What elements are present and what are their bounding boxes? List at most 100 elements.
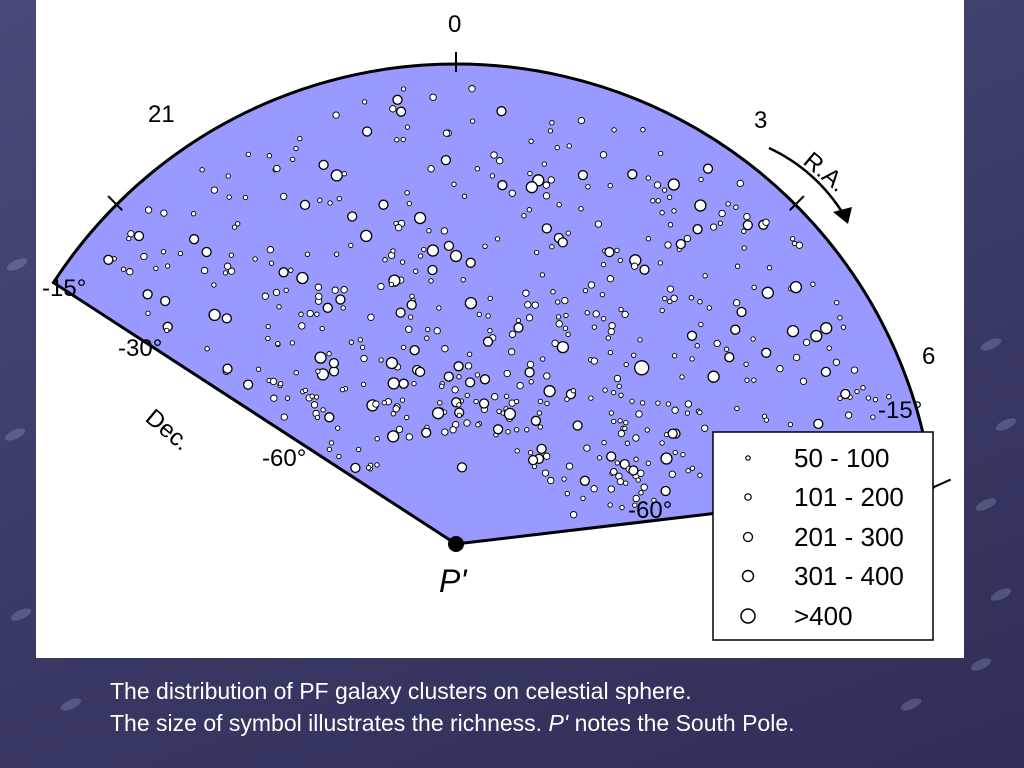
ra-tick bbox=[107, 195, 123, 211]
cluster-point bbox=[485, 313, 491, 319]
cluster-point bbox=[588, 395, 594, 401]
cluster-point bbox=[547, 128, 554, 134]
cluster-point bbox=[618, 392, 624, 398]
cluster-point bbox=[433, 327, 441, 335]
cluster-point bbox=[607, 485, 615, 493]
cluster-point bbox=[409, 293, 415, 299]
cluster-point bbox=[395, 106, 407, 117]
cluster-point bbox=[451, 181, 457, 187]
cluster-point bbox=[270, 394, 278, 402]
cluster-point bbox=[514, 448, 520, 454]
cluster-point bbox=[426, 244, 440, 257]
cluster-point bbox=[645, 175, 651, 181]
cluster-point bbox=[407, 314, 414, 320]
cluster-point bbox=[525, 314, 534, 322]
cluster-point bbox=[377, 282, 385, 291]
cluster-point bbox=[453, 361, 464, 372]
cluster-point bbox=[328, 440, 335, 446]
cluster-point bbox=[540, 356, 546, 362]
cluster-point bbox=[610, 468, 618, 476]
legend-label-5: >400 bbox=[794, 601, 853, 631]
cluster-point bbox=[578, 206, 584, 212]
cluster-point bbox=[331, 286, 339, 294]
cluster-point bbox=[617, 418, 623, 424]
cluster-point bbox=[698, 321, 704, 328]
cluster-point bbox=[293, 145, 299, 152]
cluster-point bbox=[330, 169, 343, 182]
cluster-point bbox=[464, 377, 476, 388]
legend-marker-4 bbox=[741, 569, 755, 583]
cluster-point bbox=[474, 166, 480, 172]
cluster-point bbox=[627, 169, 638, 180]
cluster-point bbox=[640, 483, 648, 491]
cluster-point bbox=[153, 265, 159, 272]
ra-tick bbox=[789, 195, 805, 211]
cluster-point bbox=[684, 410, 691, 416]
cluster-point bbox=[590, 357, 598, 365]
cluster-point bbox=[348, 339, 355, 345]
cluster-point bbox=[426, 228, 432, 234]
cluster-point bbox=[496, 157, 504, 165]
cluster-point bbox=[542, 181, 550, 189]
cluster-point bbox=[637, 337, 643, 343]
cluster-point bbox=[302, 387, 309, 394]
cluster-point bbox=[431, 407, 445, 420]
south-pole-marker bbox=[448, 536, 464, 552]
cluster-point bbox=[826, 345, 832, 351]
cluster-point bbox=[564, 396, 570, 402]
cluster-point bbox=[556, 202, 562, 208]
cluster-point bbox=[347, 211, 358, 222]
cluster-point bbox=[374, 436, 380, 442]
cluster-point bbox=[340, 305, 346, 311]
cluster-point bbox=[631, 352, 637, 358]
cluster-point bbox=[177, 250, 184, 257]
cluster-point bbox=[608, 322, 616, 330]
cluster-point bbox=[640, 127, 646, 133]
cluster-point bbox=[482, 336, 494, 347]
cluster-point bbox=[389, 105, 397, 113]
cluster-point bbox=[390, 411, 396, 417]
cluster-point bbox=[555, 299, 561, 305]
cluster-point bbox=[427, 264, 438, 276]
cluster-point bbox=[742, 219, 753, 231]
cluster-point bbox=[437, 400, 443, 406]
cluster-point bbox=[440, 227, 449, 235]
cluster-point bbox=[496, 106, 507, 117]
cluster-point bbox=[549, 244, 555, 250]
cluster-point bbox=[623, 480, 629, 486]
cluster-point bbox=[537, 424, 543, 430]
cluster-point bbox=[810, 281, 816, 287]
cluster-point bbox=[665, 401, 672, 407]
cluster-point bbox=[556, 340, 570, 354]
cluster-point bbox=[671, 406, 679, 414]
cluster-point bbox=[623, 419, 629, 426]
cluster-point bbox=[671, 353, 678, 359]
cluster-point bbox=[339, 386, 346, 393]
cluster-point bbox=[692, 224, 703, 235]
cluster-point bbox=[424, 335, 430, 341]
cluster-point bbox=[489, 173, 495, 179]
cluster-point bbox=[387, 377, 400, 390]
cluster-point bbox=[837, 395, 843, 402]
cluster-point bbox=[600, 316, 607, 322]
cluster-point bbox=[160, 295, 171, 307]
cluster-point bbox=[732, 299, 741, 307]
cluster-point bbox=[225, 173, 231, 179]
cluster-point bbox=[650, 198, 656, 204]
cluster-point bbox=[555, 314, 562, 320]
cluster-point bbox=[563, 312, 569, 319]
cluster-point bbox=[527, 170, 533, 177]
cluster-point bbox=[795, 241, 804, 249]
sky-sector bbox=[51, 62, 935, 546]
cluster-point bbox=[744, 377, 750, 383]
cluster-point bbox=[405, 433, 413, 441]
cluster-point bbox=[231, 224, 238, 230]
cluster-point bbox=[706, 305, 712, 311]
cluster-point bbox=[840, 324, 847, 330]
cluster-point bbox=[341, 171, 347, 177]
cluster-point bbox=[614, 247, 620, 254]
cluster-point bbox=[503, 407, 517, 421]
cluster-point bbox=[741, 228, 747, 234]
cluster-point bbox=[333, 251, 340, 257]
cluster-point bbox=[637, 469, 645, 477]
